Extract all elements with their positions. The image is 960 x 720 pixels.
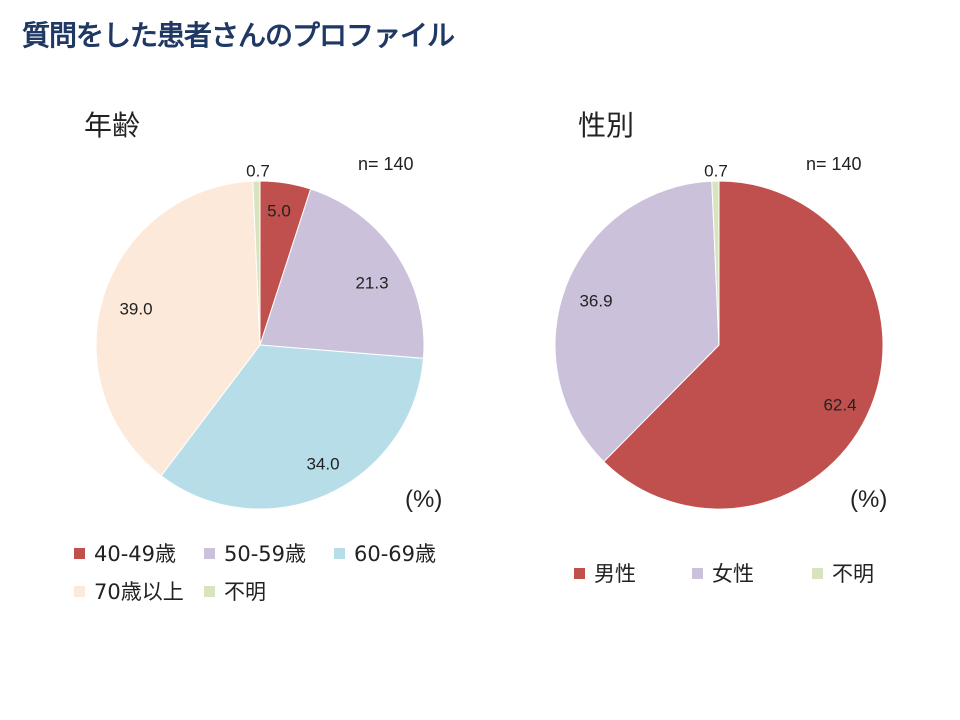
pie-slice-male xyxy=(603,180,884,510)
legend-swatch xyxy=(692,567,703,579)
pie-slice-60-69 xyxy=(160,344,424,510)
data-label-unknown: 0.7 xyxy=(246,161,270,180)
legend-item-unknown: 不明 xyxy=(204,576,266,606)
legend-swatch xyxy=(204,585,215,597)
legend-label: 50-59歳 xyxy=(224,542,307,566)
pie-slice-50-59 xyxy=(259,188,425,359)
gender-pie-chart: 62.4 36.9 0.7 xyxy=(554,161,884,510)
legend-item-60-69: 60-69歳 xyxy=(334,538,436,568)
pie-slice-female xyxy=(554,180,720,463)
legend-label: 60-69歳 xyxy=(354,542,437,566)
gender-unit-label: (%) xyxy=(850,486,888,513)
legend-swatch xyxy=(574,567,585,579)
age-unit-label: (%) xyxy=(405,486,443,513)
legend-swatch xyxy=(812,567,823,579)
gender-chart-title: 性別 xyxy=(578,109,635,142)
data-label-70-plus: 39.0 xyxy=(119,299,152,318)
data-label-male: 62.4 xyxy=(823,395,856,414)
data-label-40-49: 5.0 xyxy=(267,201,291,220)
data-label-unknown: 0.7 xyxy=(704,161,728,180)
legend-label: 不明 xyxy=(832,562,874,586)
legend-label: 女性 xyxy=(712,562,754,586)
data-label-female: 36.9 xyxy=(579,291,612,310)
legend-swatch xyxy=(334,547,345,559)
age-pie-chart: 5.0 21.3 34.0 39.0 0.7 xyxy=(95,161,425,510)
gender-n-label: n= 140 xyxy=(806,154,862,174)
legend-label: 70歳以上 xyxy=(94,580,184,604)
legend-swatch xyxy=(74,547,85,559)
legend-item-unknown: 不明 xyxy=(812,558,874,588)
age-n-label: n= 140 xyxy=(358,154,414,174)
age-chart-title: 年齢 xyxy=(84,109,141,142)
legend-swatch xyxy=(204,547,215,559)
data-label-50-59: 21.3 xyxy=(355,273,388,292)
legend-swatch xyxy=(74,585,85,597)
pie-slice-unknown xyxy=(252,180,261,346)
legend-item-male: 男性 xyxy=(574,558,636,588)
legend-label: 40-49歳 xyxy=(94,542,177,566)
legend-label: 男性 xyxy=(594,562,636,586)
legend-label: 不明 xyxy=(224,580,266,604)
legend-item-female: 女性 xyxy=(692,558,754,588)
legend-item-50-59: 50-59歳 xyxy=(204,538,306,568)
legend-item-40-49: 40-49歳 xyxy=(74,538,176,568)
page-title: 質問をした患者さんのプロファイル xyxy=(22,19,455,52)
legend-item-70-plus: 70歳以上 xyxy=(74,576,184,606)
pie-slice-unknown xyxy=(711,180,720,346)
data-label-60-69: 34.0 xyxy=(306,454,339,473)
pie-slice-70-plus xyxy=(95,180,261,477)
